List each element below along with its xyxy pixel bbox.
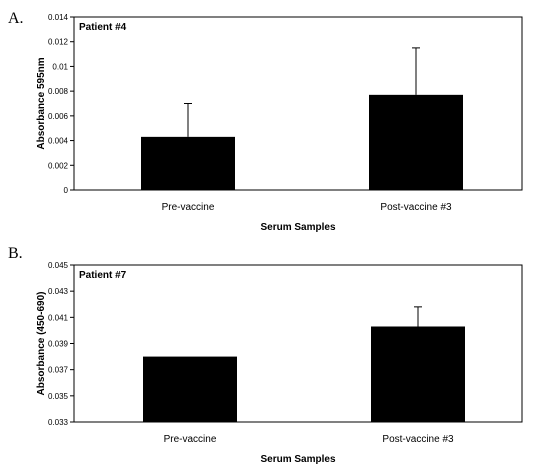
panel-a-y-tick-label: 0.008 [48,87,69,96]
panel-a-bar [369,94,463,190]
panel-a-title: Patient #4 [79,22,127,33]
panel-b: B. Patient #7 Absorbance (450-690) Serum… [8,245,523,465]
panel-a-y-tick-label: 0.01 [52,62,68,71]
panel-a-y-tick-label: 0.004 [48,137,69,146]
panel-a-y-tick-label: 0 [64,186,69,195]
panel-b-bar [143,356,237,422]
panel-a-y-tick-label: 0.006 [48,112,69,121]
panel-a-bar [141,136,235,190]
panel-a-letter: A. [8,10,24,27]
panel-a-marks: 0 0.002 0.004 0.006 0.008 0.01 0.012 0.014 Pre-v… [48,13,463,213]
panel-a-category-label: Post-vaccine #3 [380,202,452,213]
panel-a-y-tick-label: 0.002 [48,161,69,170]
panel-a-y-tick-label: 0.012 [48,38,69,47]
panel-b-y-tick-label: 0.039 [48,340,69,349]
panel-b-y-tick-label: 0.045 [48,261,69,270]
panel-b-y-tick-label: 0.037 [48,366,69,375]
panel-b-y-tick-label: 0.043 [48,287,69,296]
panel-a-y-tick-label: 0.014 [48,13,69,22]
panel-b-y-tick-label: 0.033 [48,418,69,427]
panel-a-x-axis-title: Serum Samples [260,222,335,233]
panel-b-y-axis-title: Absorbance (450-690) [36,292,47,396]
panel-a-plot-frame [73,16,523,191]
panel-a-y-axis-title: Absorbance 595nm [36,57,47,149]
panel-b-bar [371,326,465,422]
panel-a: A. Patient #4 Absorbance 595nm Serum Sam… [8,10,523,233]
panel-b-y-tick-label: 0.035 [48,392,69,401]
panel-b-x-axis-title: Serum Samples [260,454,335,465]
panel-b-title: Patient #7 [79,270,127,281]
panel-b-letter: B. [8,245,23,262]
panel-b-marks: 0.033 0.035 0.037 0.039 0.041 0.043 0.045 Pre-v… [48,261,465,445]
panel-b-category-label: Post-vaccine #3 [382,434,454,445]
panel-a-category-label: Pre-vaccine [162,202,215,213]
panel-b-category-label: Pre-vaccine [164,434,217,445]
panel-b-y-tick-label: 0.041 [48,313,69,322]
